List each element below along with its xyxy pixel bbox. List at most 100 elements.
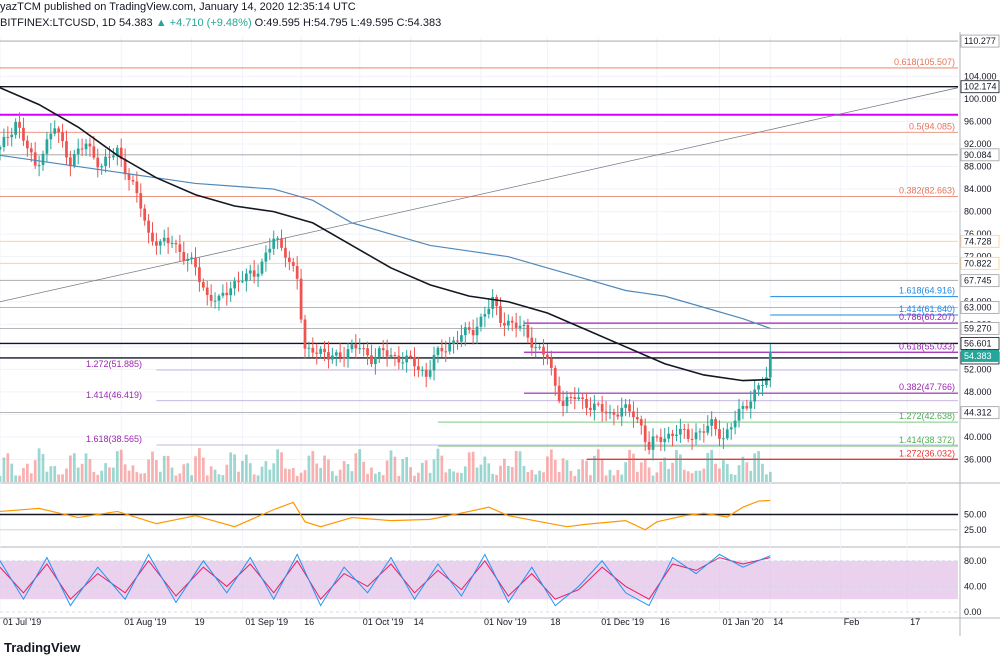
price-chart[interactable]: 104.000 100.000 96.000 92.000 88.000 84.000 80… — [0, 32, 1000, 636]
candle-body — [561, 401, 565, 407]
stoch-band — [0, 560, 958, 600]
time-tick-label: 01 Nov '19 — [484, 617, 527, 627]
candle-body — [354, 344, 358, 349]
candle-body — [686, 429, 690, 440]
candle-body — [643, 425, 647, 442]
candle-body — [522, 324, 526, 326]
candle-body — [526, 324, 530, 338]
candle-body — [745, 405, 749, 409]
fib-level-label: 1.414(46.419) — [86, 390, 142, 400]
candle-body — [401, 362, 405, 364]
volume-bar — [225, 464, 229, 482]
volume-bar — [84, 453, 88, 482]
candle-body — [553, 367, 557, 386]
candle-body — [514, 322, 518, 328]
candle-body — [115, 147, 119, 156]
candle-body — [303, 319, 307, 349]
volume-bar — [553, 459, 557, 482]
candle-body — [651, 436, 655, 450]
candle-body — [749, 401, 753, 409]
candle-body — [276, 238, 279, 240]
candle-body — [499, 306, 502, 324]
volume-bar — [604, 475, 608, 482]
candle-body — [706, 425, 710, 433]
volume-bar — [452, 471, 455, 482]
stoch-tick-label: 0.00 — [964, 607, 982, 617]
candle-body — [456, 340, 459, 342]
candle-body — [694, 432, 698, 440]
symbol-name[interactable]: BITFINEX:LTCUSD, 1D — [0, 17, 116, 29]
volume-bar — [155, 460, 158, 482]
candle-body — [237, 281, 240, 283]
volume-bar — [244, 454, 248, 482]
volume-bar — [221, 475, 225, 482]
volume-bar — [542, 472, 545, 482]
candle-body — [241, 281, 244, 283]
volume-bar — [123, 464, 127, 482]
candle-body — [682, 428, 686, 430]
candle-body — [542, 346, 545, 355]
volume-bar — [428, 472, 432, 482]
candle-body — [729, 427, 733, 430]
volume-bar — [768, 471, 772, 482]
volume-bar — [252, 474, 256, 482]
time-tick-label: 01 Dec '19 — [601, 617, 644, 627]
volume-bar — [432, 459, 436, 482]
level-badge-label: 102.174 — [964, 82, 997, 92]
time-tick-label: 16 — [660, 617, 670, 627]
candle-body — [592, 403, 596, 411]
candle-body — [569, 396, 573, 398]
candle-body — [596, 403, 600, 405]
candle-body — [260, 261, 264, 274]
candle-body — [155, 241, 158, 246]
volume-bar — [690, 473, 694, 482]
candle-body — [679, 428, 682, 435]
volume-bar — [757, 451, 760, 482]
candle-body — [639, 419, 643, 426]
candle-body — [761, 385, 764, 387]
candle-body — [53, 128, 57, 134]
footer: TradingView — [0, 636, 1000, 660]
volume-bar — [190, 475, 193, 482]
volume-bar — [37, 448, 41, 482]
price-tick-label: 48.000 — [964, 387, 992, 397]
volume-bar — [178, 473, 182, 482]
candle-body — [213, 300, 217, 302]
level-badge — [960, 148, 1000, 162]
candle-body — [287, 257, 291, 263]
volume-bar — [323, 455, 326, 482]
volume-bar — [381, 475, 385, 482]
level-badge-label: 70.822 — [964, 258, 992, 268]
candle-body — [264, 252, 268, 262]
candle-body — [170, 242, 174, 244]
volume-bar — [463, 466, 467, 482]
volume-bar — [319, 467, 323, 482]
candle-body — [495, 296, 498, 307]
candle-body — [112, 155, 115, 158]
volume-bar — [722, 458, 725, 482]
volume-bar — [100, 470, 104, 482]
candle-body — [620, 407, 624, 417]
candle-body — [362, 348, 366, 350]
candle-body — [565, 396, 569, 407]
candle-body — [2, 136, 6, 147]
tradingview-logo[interactable]: TradingView — [4, 640, 81, 655]
volume-bar — [714, 463, 717, 482]
candle-body — [612, 412, 616, 415]
volume-bar — [596, 449, 600, 482]
volume-bar — [237, 471, 240, 482]
candle-body — [483, 314, 487, 317]
fib-level-label: 0.786(60.207) — [899, 312, 955, 322]
volume-bar — [655, 472, 659, 482]
price-tick-label: 36.000 — [964, 454, 992, 464]
volume-bar — [233, 454, 236, 482]
volume-bar — [104, 463, 107, 482]
volume-bar — [26, 463, 29, 482]
candle-body — [57, 128, 61, 133]
volume-bar — [276, 449, 279, 482]
volume-bar — [761, 463, 764, 482]
candle-body — [647, 441, 651, 450]
volume-bar — [194, 456, 197, 482]
candle-body — [635, 417, 639, 420]
symbol-info: BITFINEX:LTCUSD, 1D 54.383 ▲ +4.710 (+9.… — [0, 17, 441, 29]
